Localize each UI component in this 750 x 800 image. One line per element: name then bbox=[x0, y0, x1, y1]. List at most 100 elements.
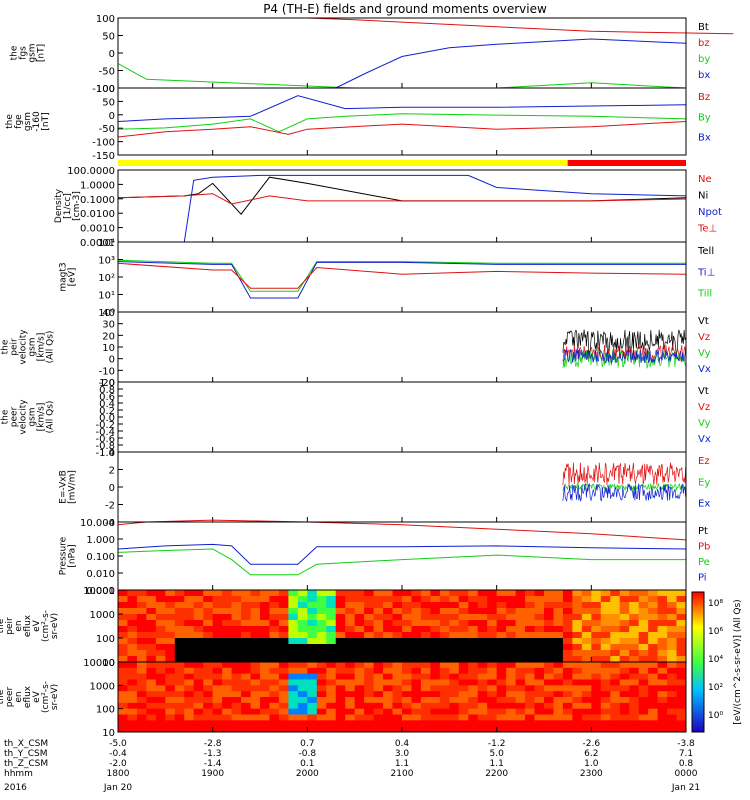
spec-cell bbox=[165, 620, 176, 627]
spec-cell bbox=[241, 656, 252, 663]
spec-cell bbox=[155, 662, 166, 669]
spec-cell bbox=[307, 697, 318, 704]
spec-cell bbox=[562, 667, 573, 675]
spec-cell bbox=[439, 608, 450, 615]
xaxis-value: 3.0 bbox=[395, 749, 410, 759]
spec-cell bbox=[383, 708, 394, 715]
spec-cell bbox=[307, 679, 318, 686]
spec-cell bbox=[241, 632, 252, 639]
spec-cell bbox=[212, 679, 223, 686]
spec-cell bbox=[562, 638, 573, 645]
spec-cell bbox=[572, 726, 583, 733]
spec-cell bbox=[269, 691, 280, 698]
spec-cell bbox=[193, 608, 204, 615]
spec-cell bbox=[572, 602, 583, 609]
spec-cell bbox=[544, 697, 554, 704]
ylabel-line: [cm-3] bbox=[72, 191, 82, 221]
spec-cell bbox=[222, 720, 233, 727]
spec-cell bbox=[136, 697, 147, 704]
spec-cell bbox=[174, 638, 185, 645]
spec-cell bbox=[619, 702, 630, 710]
spec-cell bbox=[184, 626, 195, 633]
spec-cell bbox=[477, 714, 488, 721]
spec-cell bbox=[600, 620, 611, 627]
spec-cell bbox=[477, 656, 488, 663]
spec-cell bbox=[591, 691, 602, 698]
spec-cell bbox=[534, 720, 545, 727]
spec-cell bbox=[619, 608, 630, 615]
spec-cell bbox=[629, 650, 640, 657]
spec-cell bbox=[184, 590, 195, 597]
xaxis-date-left: Jan 20 bbox=[103, 783, 132, 793]
spec-cell bbox=[364, 650, 375, 657]
spec-cell bbox=[118, 650, 128, 657]
spec-cell bbox=[534, 691, 545, 698]
spec-cell bbox=[619, 650, 630, 657]
spec-cell bbox=[241, 685, 252, 692]
ytick-label: 10 bbox=[102, 728, 115, 739]
ylabel-line: eV bbox=[32, 690, 42, 703]
spec-cell bbox=[468, 590, 479, 597]
spec-cell bbox=[278, 656, 289, 663]
spec-cell bbox=[506, 632, 517, 639]
spec-cell bbox=[373, 697, 384, 704]
spec-cell bbox=[165, 714, 176, 721]
spec-cell bbox=[657, 720, 668, 727]
spec-cell bbox=[278, 608, 289, 615]
spec-cell bbox=[572, 702, 583, 710]
spec-cell bbox=[581, 679, 592, 686]
noise-black bbox=[562, 329, 686, 354]
spec-cell bbox=[610, 638, 621, 645]
spec-cell bbox=[335, 702, 346, 710]
spec-cell bbox=[629, 691, 640, 698]
spec-cell bbox=[316, 714, 327, 721]
spec-cell bbox=[610, 650, 621, 657]
spec-cell bbox=[288, 608, 299, 615]
spec-cell bbox=[525, 656, 536, 663]
spec-cell bbox=[638, 662, 649, 669]
spec-cell bbox=[610, 608, 621, 615]
spec-cell bbox=[562, 662, 573, 669]
spec-cell bbox=[430, 632, 441, 639]
spec-cell bbox=[250, 726, 261, 733]
spec-cell bbox=[364, 590, 375, 597]
spec-cell bbox=[155, 679, 166, 686]
spec-cell bbox=[515, 620, 526, 627]
legend-Vz: Vz bbox=[698, 402, 710, 413]
spec-cell bbox=[439, 726, 450, 733]
spec-cell bbox=[553, 626, 564, 633]
spec-cell bbox=[439, 596, 450, 603]
spec-cell bbox=[383, 714, 394, 721]
spec-cell bbox=[544, 667, 554, 675]
spec-cell bbox=[411, 685, 422, 692]
spec-cell bbox=[316, 590, 327, 597]
spec-cell bbox=[136, 590, 147, 597]
spec-cell bbox=[676, 714, 687, 721]
spec-cell bbox=[430, 650, 441, 657]
xaxis-row-name: th_Y_CSM bbox=[4, 749, 48, 759]
spec-cell bbox=[174, 632, 185, 639]
ylabel-line: the bbox=[0, 618, 6, 633]
spec-cell bbox=[118, 644, 128, 651]
spec-cell bbox=[231, 679, 242, 686]
spec-cell bbox=[118, 667, 128, 675]
ytick-label: 30 bbox=[102, 320, 115, 331]
spec-cell bbox=[515, 638, 526, 645]
spec-cell bbox=[600, 602, 611, 609]
spec-cell bbox=[278, 708, 289, 715]
spec-cell bbox=[335, 667, 346, 675]
spec-cell bbox=[657, 626, 668, 633]
spec-cell bbox=[345, 697, 356, 704]
spec-cell bbox=[136, 620, 147, 627]
ylabel-line: fgs bbox=[19, 46, 29, 60]
spec-cell bbox=[629, 632, 640, 639]
spec-cell bbox=[269, 702, 280, 710]
spec-cell bbox=[184, 596, 195, 603]
spec-cell bbox=[165, 685, 176, 692]
spec-cell bbox=[657, 726, 668, 733]
spec-cell bbox=[544, 714, 554, 721]
spec-cell bbox=[648, 697, 659, 704]
spec-cell bbox=[648, 708, 659, 715]
spec-cell bbox=[411, 590, 422, 597]
spec-cell bbox=[534, 644, 545, 651]
